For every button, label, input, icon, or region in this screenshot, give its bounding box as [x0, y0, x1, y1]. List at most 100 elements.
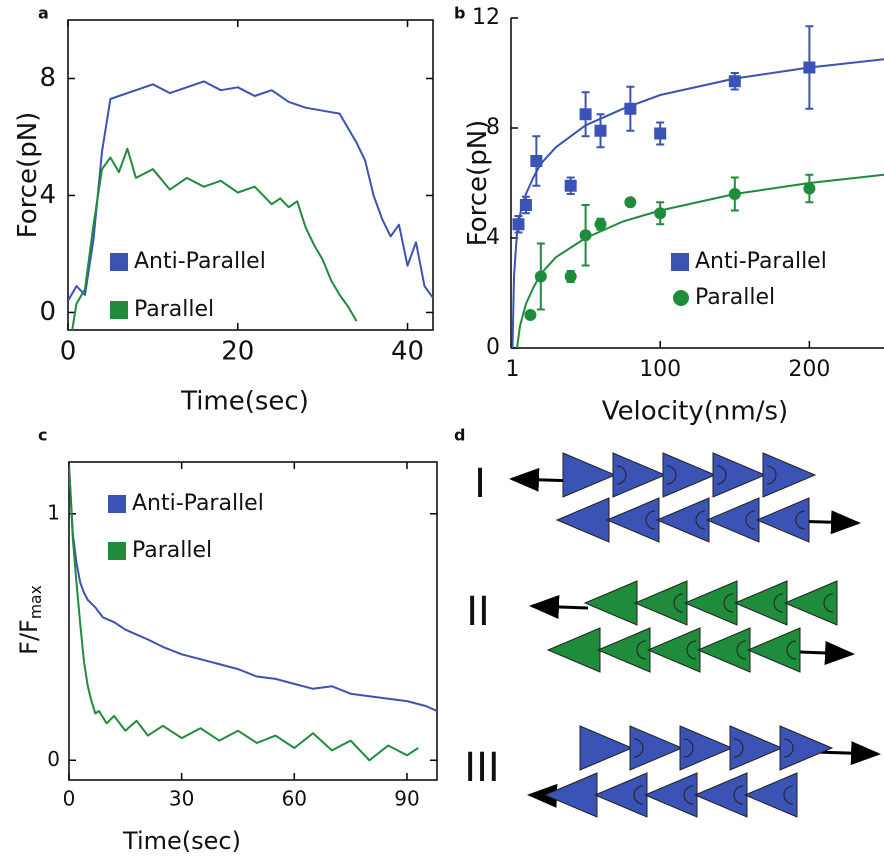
y-tick-label: 8	[39, 63, 56, 93]
point	[654, 127, 667, 140]
monomer-joint	[633, 785, 644, 805]
monomer	[555, 497, 610, 543]
monomer	[546, 627, 601, 673]
x-tick-label: 0	[63, 787, 76, 811]
y-axis-label-main: Force(pN)	[463, 120, 493, 247]
y-tick-label: 1	[47, 500, 60, 524]
legend-label: Anti-Parallel	[134, 249, 266, 274]
point	[530, 155, 543, 167]
panel-letter: c	[38, 426, 47, 445]
y-axis-label-main: F/F	[15, 619, 43, 655]
x-tick-label: 200	[788, 357, 830, 382]
x-axis-label: Time(sec)	[122, 827, 241, 855]
monomer-joint	[616, 465, 627, 485]
arrow	[799, 640, 855, 665]
monomer-joint	[716, 465, 727, 485]
monomer-joint	[633, 738, 644, 758]
trace	[68, 80, 433, 302]
x-tick-label: 20	[221, 337, 254, 367]
legend-marker	[108, 542, 126, 560]
x-axis-label: Velocity(nm/s)	[602, 397, 788, 427]
trace	[69, 464, 437, 712]
y-tick-label: 12	[472, 5, 500, 30]
y-tick-label: 0	[47, 747, 60, 771]
monomer	[712, 452, 767, 498]
monomer	[729, 725, 784, 771]
x-tick-label: 90	[394, 787, 419, 811]
legend-marker	[110, 301, 128, 319]
point	[579, 108, 592, 121]
x-tick-label: 60	[282, 787, 307, 811]
point	[624, 102, 637, 115]
monomer-joint	[686, 640, 697, 660]
monomer-joint	[636, 640, 647, 660]
point	[728, 188, 741, 200]
monomer-joint	[795, 510, 806, 530]
legend-marker	[108, 495, 126, 513]
point	[803, 182, 816, 195]
monomer	[755, 497, 810, 543]
legend-label: Parallel	[134, 297, 214, 322]
point	[624, 196, 637, 209]
panel-letter: d	[454, 426, 465, 445]
y-axis-label-sub: max	[27, 585, 45, 619]
y-tick-label: 4	[486, 225, 500, 250]
row-label: III	[464, 745, 499, 791]
x-tick-label: 1	[505, 357, 519, 382]
monomer-joint	[783, 738, 794, 758]
x-tick-label: 30	[169, 787, 194, 811]
monomer	[779, 725, 834, 771]
legend-label: Anti-Parallel	[695, 249, 827, 274]
plot-frame	[67, 19, 434, 331]
y-axis-label: Force(pN)	[13, 112, 43, 239]
panel-letter: b	[454, 4, 465, 23]
point	[534, 270, 547, 283]
point	[564, 270, 577, 283]
legend-marker	[673, 290, 689, 306]
monomer	[783, 580, 838, 626]
y-axis-label-main: Force(pN)	[13, 112, 43, 239]
monomer-joint	[733, 785, 744, 805]
monomer-joint	[683, 785, 694, 805]
monomer-joint	[666, 465, 677, 485]
legend-label: Parallel	[132, 538, 212, 563]
trace	[69, 464, 419, 762]
legend-label: Anti-Parallel	[132, 491, 264, 516]
monomer-joint	[773, 593, 784, 613]
y-axis-label: Force(pN)	[463, 120, 493, 247]
monomer	[629, 725, 684, 771]
monomer-joint	[736, 640, 747, 660]
monomer-joint	[673, 593, 684, 613]
point	[564, 179, 577, 192]
monomer	[579, 725, 634, 771]
point	[594, 124, 607, 137]
monomer-joint	[683, 738, 694, 758]
point	[512, 218, 525, 231]
monomer-joint	[823, 593, 834, 613]
monomer	[679, 725, 734, 771]
point	[519, 199, 532, 211]
legend-label: Parallel	[695, 285, 775, 310]
x-tick-label: 0	[60, 337, 77, 367]
monomer-joint	[745, 510, 756, 530]
point	[654, 207, 667, 220]
monomer	[583, 580, 638, 626]
fit-curve	[516, 173, 884, 348]
monomer	[562, 452, 617, 498]
monomer-joint	[723, 593, 734, 613]
row-label: I	[474, 461, 486, 507]
y-tick-label: 0	[39, 297, 56, 327]
monomer-joint	[733, 738, 744, 758]
monomer-joint	[783, 785, 794, 805]
y-tick-label: 4	[39, 180, 56, 210]
monomer-joint	[766, 465, 777, 485]
point	[728, 75, 741, 88]
monomer-joint	[786, 640, 797, 660]
monomer	[662, 452, 717, 498]
arrow	[814, 741, 881, 766]
trace	[71, 147, 358, 330]
x-tick-label: 40	[391, 337, 424, 367]
monomer	[743, 772, 798, 818]
